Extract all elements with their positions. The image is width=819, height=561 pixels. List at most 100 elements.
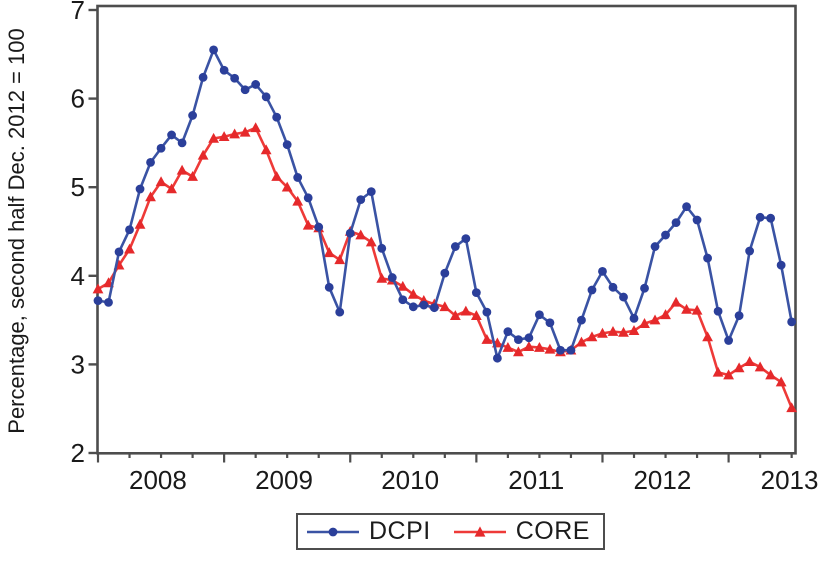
dcpi-point [167, 130, 176, 140]
core-point [618, 326, 629, 337]
dcpi-point [661, 230, 670, 240]
dcpi-point [366, 187, 376, 197]
core-point [176, 164, 188, 175]
x-year-label: 2013 [761, 465, 819, 495]
dcpi-point [745, 246, 755, 256]
core-point [407, 288, 419, 299]
core-point [239, 126, 251, 137]
dcpi-point [450, 242, 460, 251]
dcpi-point [177, 138, 187, 148]
core-point [250, 122, 262, 133]
core-point [460, 305, 472, 316]
core-point [166, 183, 177, 194]
x-year-label: 2011 [508, 465, 564, 495]
y-tick-label: 5 [71, 172, 85, 202]
core-point [218, 131, 230, 141]
dcpi-point [587, 285, 597, 295]
y-tick-label: 2 [71, 438, 85, 468]
y-tick-label: 7 [71, 0, 85, 25]
dcpi-point [135, 184, 145, 194]
core-point [786, 402, 798, 413]
legend-item-core: CORE [453, 517, 590, 546]
legend-item-dcpi: DCPI [306, 517, 431, 546]
dcpi-point [766, 213, 776, 223]
dcpi-point [598, 266, 607, 276]
dcpi-point [188, 111, 197, 120]
x-year-label: 2009 [255, 465, 313, 495]
series-core [92, 122, 798, 413]
dcpi-point [755, 212, 765, 222]
dcpi-point [692, 215, 702, 225]
y-tick-label: 6 [71, 84, 85, 114]
x-year-label: 2012 [633, 465, 691, 495]
core-point [754, 361, 766, 372]
dcpi-point [524, 333, 534, 343]
dcpi-point [629, 313, 639, 323]
series-dcpi [93, 45, 797, 363]
core-point [765, 369, 777, 380]
dcpi-point [482, 307, 492, 317]
dcpi-point [566, 345, 576, 355]
dcpi-point [114, 247, 124, 257]
core-point [723, 369, 734, 380]
x-year-label: 2008 [129, 465, 187, 495]
core-point [281, 181, 293, 192]
core-point [502, 341, 514, 352]
dcpi-point [650, 242, 660, 251]
core-point [481, 333, 493, 344]
dcpi-point [545, 318, 555, 328]
dcpi-point [577, 315, 586, 325]
core-point [660, 309, 671, 320]
core-point [134, 218, 146, 229]
core-point [597, 327, 608, 338]
core-point [355, 229, 367, 240]
dcpi-point [314, 222, 324, 232]
dcpi-point [377, 243, 387, 253]
dcpi-point [324, 282, 334, 292]
x-year-label: 2010 [381, 465, 439, 495]
core-point [365, 236, 377, 247]
dcpi-point [419, 300, 429, 310]
core-point [208, 132, 220, 143]
dcpi-point [272, 112, 282, 122]
core-point [534, 341, 545, 352]
core-point [260, 144, 272, 155]
y-axis-ticks: 2 3 4 5 6 7 [71, 0, 98, 468]
core-point [639, 318, 650, 328]
core-point [271, 170, 283, 181]
legend: DCPI CORE [296, 513, 605, 550]
dcpi-line-circle-icon [307, 527, 359, 536]
dcpi-point [556, 345, 565, 355]
dcpi-point [219, 65, 229, 75]
core-point [376, 272, 388, 283]
core-point [649, 314, 661, 325]
dcpi-point [471, 288, 481, 298]
legend-label-core: CORE [515, 517, 590, 545]
core-point [92, 283, 104, 294]
dcpi-point [703, 253, 712, 263]
core-point [334, 254, 346, 265]
dcpi-point [514, 335, 523, 344]
core-point [607, 326, 619, 336]
core-point [229, 128, 241, 139]
core-point [586, 331, 598, 342]
dcpi-point [429, 303, 439, 313]
legend-label-dcpi: DCPI [369, 517, 431, 545]
dcpi-point [251, 80, 261, 89]
plot-frame [96, 4, 797, 455]
core-line-triangle-icon [453, 525, 506, 537]
dcpi-point [104, 297, 113, 307]
dcpi-point [345, 228, 355, 238]
dcpi-point [335, 307, 345, 317]
dcpi-point [503, 327, 513, 337]
core-point [544, 343, 556, 354]
core-point [628, 325, 640, 336]
dcpi-point [398, 295, 408, 305]
dcpi-point [261, 92, 271, 102]
dcpi-point [146, 157, 155, 167]
core-line [97, 126, 793, 409]
dcpi-point [535, 310, 544, 320]
core-point [670, 296, 682, 307]
dcpi-point [787, 317, 797, 327]
